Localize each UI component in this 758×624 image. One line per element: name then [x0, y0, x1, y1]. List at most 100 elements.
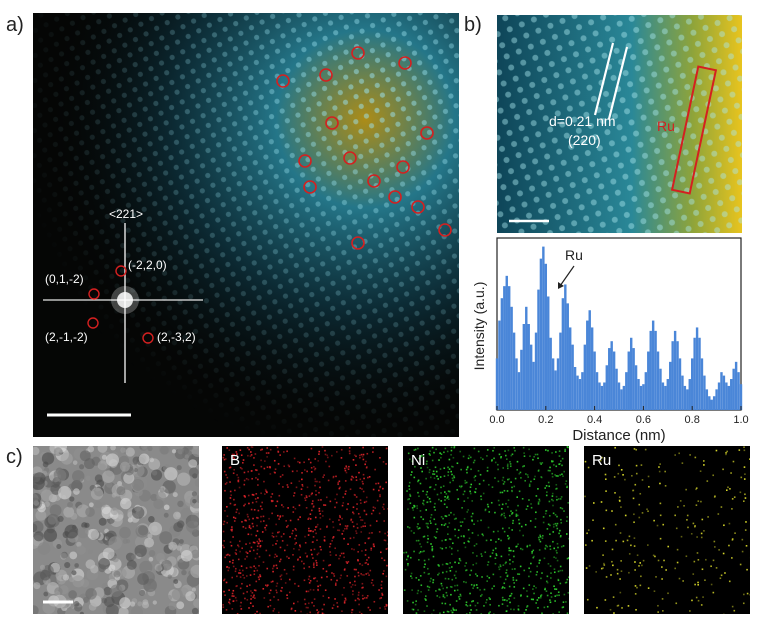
intensity-bar [534, 332, 538, 410]
intensity-bar [578, 379, 582, 410]
intensity-bar [678, 358, 682, 410]
intensity-bars [495, 246, 743, 410]
intensity-bar [712, 396, 716, 410]
intensity-bar [532, 361, 535, 410]
intensity-bar [581, 372, 584, 410]
intensity-bar [705, 389, 709, 410]
intensity-bar [649, 330, 652, 410]
intensity-bar [688, 379, 691, 410]
hrtem-lattice-b [497, 15, 742, 233]
intensity-bar [673, 330, 677, 410]
intensity-bar [586, 320, 589, 410]
intensity-bar [561, 298, 565, 410]
intensity-bar [669, 361, 672, 410]
intensity-bar [517, 372, 521, 410]
panel-label-b: b) [464, 14, 482, 36]
intensity-bar [544, 263, 548, 410]
intensity-bar [500, 298, 504, 410]
intensity-bar [710, 399, 713, 410]
intensity-bar [666, 379, 670, 410]
intensity-bar [605, 365, 609, 410]
intensity-bar [730, 379, 733, 410]
intensity-bar [625, 372, 628, 410]
intensity-bar [700, 358, 704, 410]
map-texture [403, 446, 569, 614]
intensity-bar [739, 384, 743, 410]
intensity-bar [732, 368, 735, 410]
intensity-bar [503, 286, 506, 410]
intensity-bar [617, 382, 621, 410]
intensity-bar [495, 358, 499, 410]
x-tick-label: 0.0 [489, 414, 504, 426]
annotation-arrow-line [559, 265, 575, 287]
intensity-bar [681, 375, 684, 410]
intensity-bar [693, 337, 696, 410]
intensity-profile-chart: 0.0 0.2 0.4 0.6 0.8 1.0 Intensity (a.u.) Dist… [471, 237, 749, 444]
intensity-bar [566, 303, 569, 410]
intensity-bar [612, 351, 616, 410]
fft-zone-axis-label: <221> [109, 207, 144, 221]
hrtem-image-b [497, 15, 742, 233]
eds-map-b: B [222, 446, 388, 614]
intensity-bar [583, 344, 587, 410]
map-texture [33, 446, 199, 614]
intensity-bar [634, 365, 638, 410]
intensity-bar [676, 341, 679, 410]
annotation-arrow-head [558, 282, 564, 289]
intensity-bar [512, 332, 516, 410]
intensity-bar [664, 385, 667, 410]
intensity-bar [627, 351, 630, 410]
intensity-bar [588, 310, 591, 410]
intensity-bar [507, 286, 511, 410]
intensity-bar [703, 375, 706, 410]
intensity-bar [549, 337, 552, 410]
intensity-bar [637, 379, 640, 410]
eds-map-label: Ni [411, 452, 426, 469]
intensity-bar [647, 351, 650, 410]
intensity-bar [525, 306, 528, 410]
intensity-bar [522, 324, 526, 410]
intensity-bar [595, 372, 599, 410]
intensity-bar [498, 320, 501, 410]
ru-atom-markers [276, 46, 452, 250]
intensity-bar [620, 389, 623, 410]
fft-spot-label-1: (-2,2,0) [128, 258, 167, 272]
x-axis-label: Distance (nm) [572, 427, 665, 444]
intensity-bar [698, 337, 701, 410]
intensity-bar [715, 389, 718, 410]
haadf-image [33, 446, 199, 614]
intensity-bar [600, 385, 604, 410]
intensity-bar [551, 358, 555, 410]
intensity-bar [554, 370, 557, 410]
hrtem-image-a [33, 13, 459, 437]
intensity-bar [515, 358, 518, 410]
intensity-bar [720, 372, 723, 410]
intensity-bar [642, 384, 645, 410]
intensity-bar [593, 351, 596, 410]
x-ticks: 0.0 0.2 0.4 0.6 0.8 1.0 [489, 406, 749, 426]
intensity-bar [661, 382, 665, 410]
intensity-bar [542, 246, 545, 410]
eds-map-label: Ru [592, 452, 612, 469]
ru-box-label: Ru [657, 118, 675, 134]
hrtem-lattice-a [33, 13, 459, 437]
ru-peak-annotation: Ru [565, 247, 583, 263]
intensity-bar [529, 344, 533, 410]
intensity-bar [505, 275, 508, 410]
intensity-bar [590, 327, 594, 410]
map-texture [222, 446, 388, 614]
intensity-bar [644, 372, 648, 410]
intensity-bar [651, 320, 655, 410]
fft-spot-label-4: (2,-3,2) [157, 330, 196, 344]
intensity-bar [576, 375, 579, 410]
intensity-bar [725, 382, 728, 410]
intensity-bar [659, 368, 662, 410]
intensity-bar [559, 332, 562, 410]
intensity-bar [615, 368, 618, 410]
intensity-bar [608, 348, 611, 410]
intensity-bar [727, 385, 731, 410]
fft-inset [43, 223, 203, 383]
intensity-bar [671, 341, 674, 410]
intensity-bar [510, 306, 513, 410]
fft-spot-label-2: (0,1,-2) [45, 272, 84, 286]
